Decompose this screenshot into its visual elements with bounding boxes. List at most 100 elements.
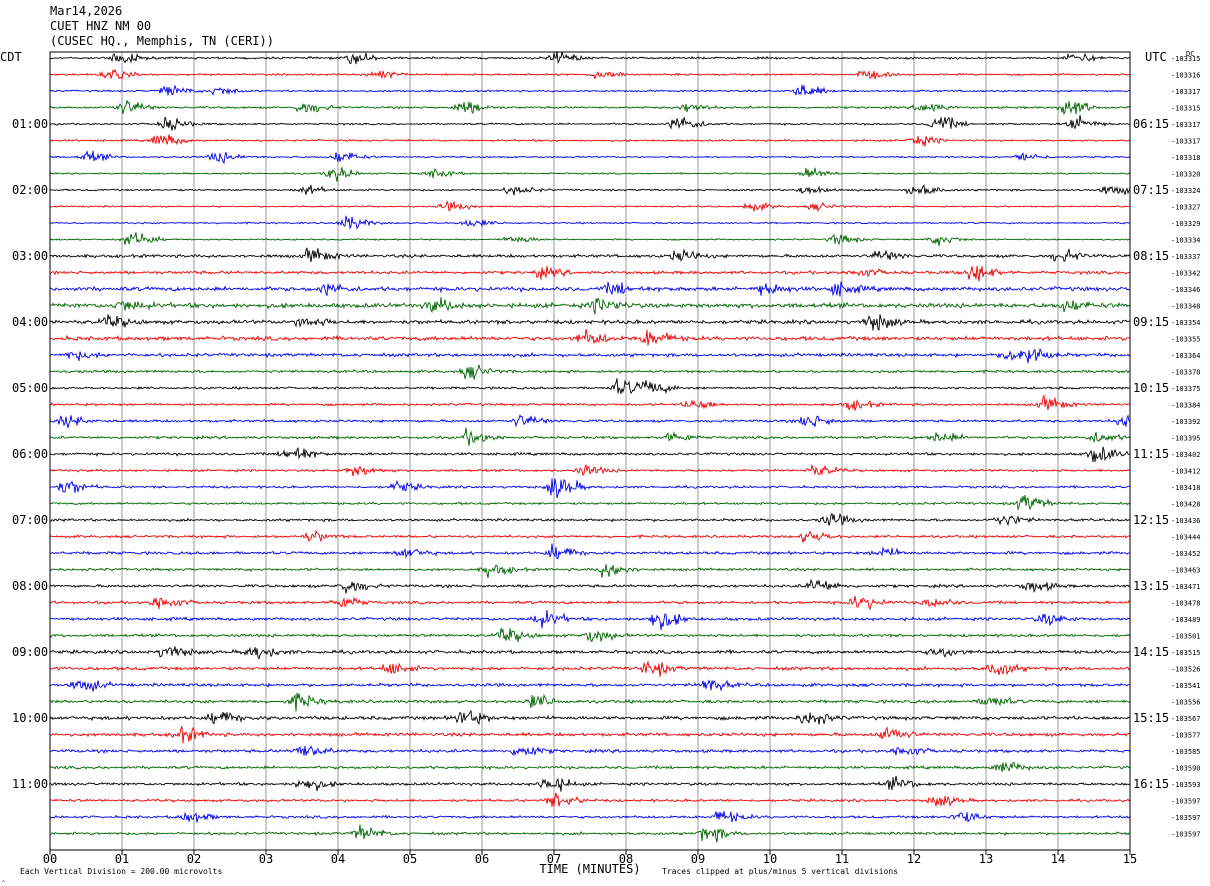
trace-line	[49, 184, 1131, 196]
trace-line	[49, 314, 1131, 331]
trace-line	[49, 811, 1131, 823]
trace-line	[49, 51, 1131, 65]
trace-line	[49, 265, 1131, 282]
trace-line	[49, 578, 1131, 594]
x-tick-label-13: 13	[979, 852, 993, 866]
dc-offset-label: -103317	[1171, 88, 1201, 96]
x-tick-label-02: 02	[187, 852, 201, 866]
left-hour-label: 10:00	[12, 711, 48, 725]
dc-offset-label: -103364	[1171, 352, 1201, 360]
dc-offset-label: -103590	[1171, 765, 1201, 773]
right-hour-label: 09:15	[1133, 315, 1169, 329]
trace-line	[49, 463, 1131, 477]
right-hour-label: 15:15	[1133, 711, 1169, 725]
dc-offset-label: -103436	[1171, 517, 1201, 525]
trace-line	[49, 709, 1131, 725]
trace-line	[50, 824, 1131, 843]
clip-note: Traces clipped at plus/minus 5 vertical …	[662, 867, 898, 876]
trace-line	[49, 660, 1131, 677]
right-hour-label: 11:15	[1133, 447, 1169, 461]
right-hour-label: 16:15	[1133, 777, 1169, 791]
header-location: (CUSEC HQ., Memphis, TN (CERI))	[50, 34, 274, 48]
dc-offset-label: -103370	[1171, 369, 1201, 377]
trace-line	[49, 84, 1131, 96]
trace-line	[49, 281, 1131, 297]
dc-offset-label: -103384	[1171, 402, 1201, 410]
trace-line	[49, 529, 1131, 543]
x-tick-label-06: 06	[475, 852, 489, 866]
dc-offset-label: -103418	[1171, 484, 1201, 492]
dc-offset-label: -103577	[1171, 732, 1201, 740]
x-tick-label-10: 10	[763, 852, 777, 866]
trace-line	[49, 200, 1131, 213]
right-hour-label: 13:15	[1133, 579, 1169, 593]
dc-offset-label: -103593	[1171, 781, 1201, 789]
right-hour-label: 07:15	[1133, 183, 1169, 197]
trace-line	[49, 68, 1131, 80]
trace-line	[49, 215, 1131, 230]
x-tick-label-12: 12	[907, 852, 921, 866]
left-hour-label: 09:00	[12, 645, 48, 659]
left-timezone-label: CDT	[0, 50, 22, 64]
dc-offset-label: -103444	[1171, 534, 1201, 542]
left-hour-label: 04:00	[12, 315, 48, 329]
trace-line	[49, 427, 1131, 446]
trace-line	[49, 413, 1131, 428]
header-station: CUET HNZ NM 00	[50, 19, 151, 33]
trace-line	[49, 610, 1131, 631]
trace-line	[49, 394, 1131, 411]
trace-line	[49, 364, 1130, 380]
dc-offset-label: -103334	[1171, 237, 1201, 245]
trace-line	[49, 495, 1131, 511]
right-hour-label: 14:15	[1133, 645, 1169, 659]
trace-line	[49, 167, 1131, 182]
left-hour-label: 03:00	[12, 249, 48, 263]
dc-offset-label: -103501	[1171, 633, 1201, 641]
dc-offset-label: -103478	[1171, 600, 1201, 608]
dc-offset-label: -103597	[1171, 798, 1201, 806]
dc-offset-label: -103318	[1171, 154, 1201, 162]
dc-offset-label: -103342	[1171, 270, 1201, 278]
dc-offset-label: -103526	[1171, 666, 1201, 674]
x-tick-label-03: 03	[259, 852, 273, 866]
trace-line	[49, 297, 1131, 315]
dc-offset-label: -103315	[1171, 105, 1201, 113]
trace-line	[49, 99, 1131, 116]
dc-offset-label: -103346	[1171, 286, 1201, 294]
dc-offset-label: -103329	[1171, 220, 1201, 228]
trace-line	[49, 247, 1131, 263]
dc-offset-label: -103317	[1171, 121, 1201, 129]
dc-offset-label: -103375	[1171, 385, 1201, 393]
right-hour-label: 06:15	[1133, 117, 1169, 131]
left-hour-label: 07:00	[12, 513, 48, 527]
dc-offset-label: -103327	[1171, 204, 1201, 212]
dc-offset-label: -103392	[1171, 418, 1201, 426]
trace-line	[49, 134, 1131, 147]
trace-line	[49, 114, 1131, 131]
dc-offset-label: -103412	[1171, 468, 1201, 476]
trace-line	[49, 347, 1131, 364]
trace-line	[49, 232, 1131, 247]
left-hour-label: 01:00	[12, 117, 48, 131]
dc-offset-label: -103597	[1171, 814, 1201, 822]
dc-offset-label: -103515	[1171, 649, 1201, 657]
dc-offset-label: -103471	[1171, 583, 1201, 591]
left-hour-label: 05:00	[12, 381, 48, 395]
right-hour-label: 12:15	[1133, 513, 1169, 527]
dc-offset-label: -103428	[1171, 501, 1201, 509]
left-hour-label: 06:00	[12, 447, 48, 461]
plot-frame	[49, 51, 1131, 851]
trace-line	[49, 512, 1130, 527]
trace-line	[49, 761, 1131, 772]
scale-note: Each Vertical Division = 200.00 microvol…	[20, 867, 222, 876]
dc-offset-label: -103597	[1171, 831, 1201, 839]
trace-line	[49, 446, 1131, 462]
dc-offset-label: -103489	[1171, 616, 1201, 624]
x-tick-label-08: 08	[619, 852, 633, 866]
trace-line	[49, 328, 1131, 346]
dc-offset-label: -103317	[1171, 138, 1201, 146]
dc-offset-label: -103348	[1171, 303, 1201, 311]
header-date: Mar14,2026	[50, 4, 122, 18]
x-tick-label-01: 01	[115, 852, 129, 866]
